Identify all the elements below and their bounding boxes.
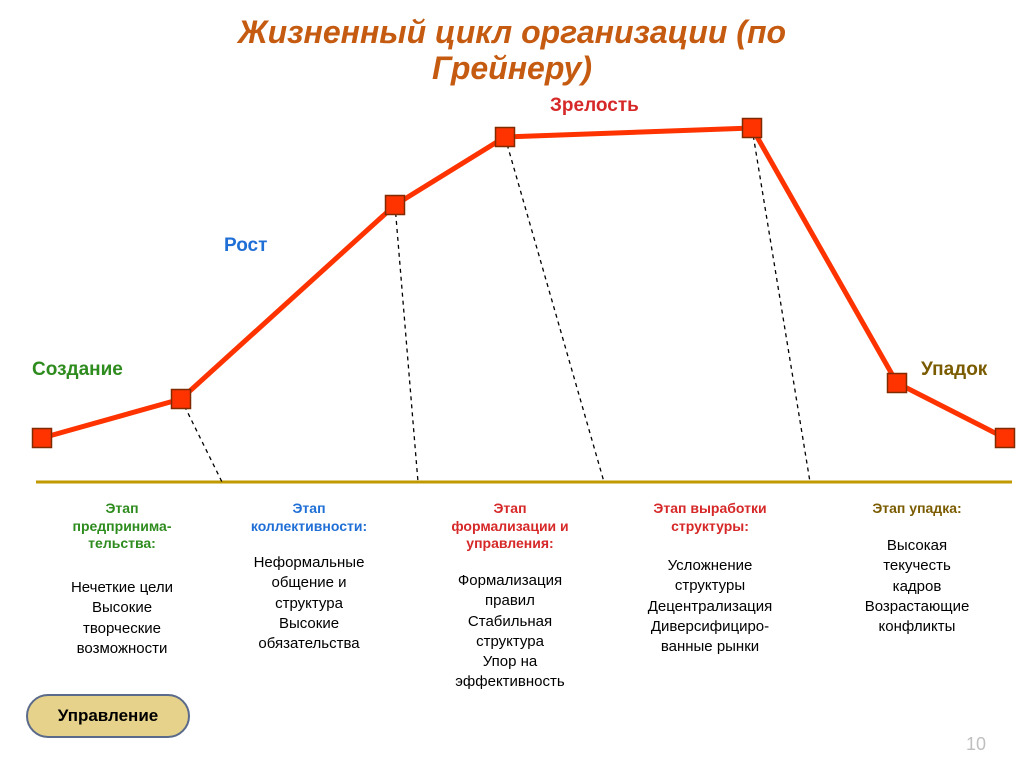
phase-label-3: Упадок — [921, 359, 987, 381]
stage-desc-1: Неформальныеобщение иструктураВысокиеобя… — [219, 553, 399, 654]
stage-desc-0: Нечеткие целиВысокиетворческиевозможност… — [42, 578, 202, 659]
stage-desc-3: УсложнениеструктурыДецентрализацияДиверс… — [620, 556, 800, 657]
stage-title-3: Этап выработкиструктуры: — [620, 500, 800, 535]
stage-title-4: Этап упадка: — [832, 500, 1002, 518]
stage-title-1: Этапколлективности: — [219, 500, 399, 535]
stage-desc-2: ФормализацияправилСтабильнаяструктураУпо… — [420, 571, 600, 693]
phase-label-0: Создание — [32, 359, 123, 381]
management-badge-label: Управление — [58, 706, 158, 726]
phase-label-1: Рост — [224, 235, 267, 257]
phase-label-2: Зрелость — [550, 95, 639, 117]
stage-title-0: Этаппредпринима-тельства: — [42, 500, 202, 553]
page-number: 10 — [966, 734, 986, 755]
stage-desc-4: ВысокаятекучестькадровВозрастающиеконфли… — [832, 536, 1002, 637]
stage-title-2: Этапформализации иуправления: — [420, 500, 600, 553]
management-badge: Управление — [26, 694, 190, 738]
